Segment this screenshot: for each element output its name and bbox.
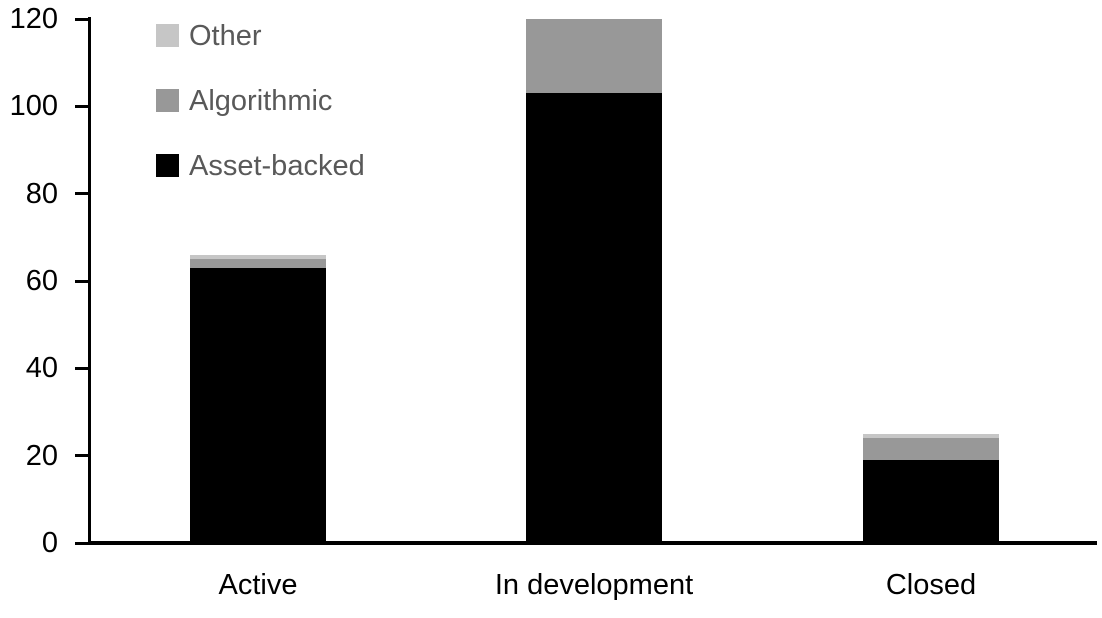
legend-label-other: Other bbox=[189, 19, 262, 52]
y-tick-mark-20 bbox=[75, 454, 89, 458]
bar-segment-closed-algorithmic bbox=[863, 438, 999, 461]
x-axis-category-label-closed: Closed bbox=[885, 569, 977, 601]
bar-segment-active-other bbox=[190, 254, 326, 260]
legend-item-asset-backed: Asset-backed bbox=[156, 149, 365, 182]
y-tick-mark-80 bbox=[75, 192, 89, 196]
y-tick-mark-60 bbox=[75, 279, 89, 283]
bar-segment-active-algorithmic bbox=[190, 259, 326, 268]
y-tick-label-60: 60 bbox=[25, 265, 58, 297]
bar-segment-closed-other bbox=[863, 433, 999, 439]
legend-key-swatch-other bbox=[156, 24, 179, 47]
bar-segment-in-development-asset-backed bbox=[526, 93, 662, 543]
y-tick-label-80: 80 bbox=[25, 177, 58, 210]
x-axis-line bbox=[88, 541, 1097, 545]
y-tick-label-120: 120 bbox=[9, 3, 58, 35]
x-axis-category-label-active: Active bbox=[218, 569, 298, 601]
bar-closed bbox=[863, 433, 999, 543]
y-tick-label-0: 0 bbox=[41, 527, 58, 559]
x-axis-category-label-in-development: In development bbox=[494, 569, 694, 601]
y-tick-label-40: 40 bbox=[25, 352, 58, 385]
y-axis-line bbox=[88, 17, 91, 545]
y-tick-mark-120 bbox=[75, 17, 89, 21]
bar-segment-active-asset-backed bbox=[190, 267, 326, 543]
legend-item-other: Other bbox=[156, 19, 365, 52]
legend-label-algorithmic: Algorithmic bbox=[189, 84, 333, 117]
legend-label-asset-backed: Asset-backed bbox=[189, 149, 365, 182]
y-tick-mark-100 bbox=[75, 104, 89, 108]
bar-segment-closed-asset-backed bbox=[863, 460, 999, 543]
bar-segment-in-development-algorithmic bbox=[526, 19, 662, 94]
legend-key-swatch-asset-backed bbox=[156, 154, 179, 177]
legend: Other Algorithmic Asset-backed bbox=[156, 19, 365, 219]
legend-item-algorithmic: Algorithmic bbox=[156, 84, 365, 117]
bar-active bbox=[190, 254, 326, 543]
y-tick-label-100: 100 bbox=[9, 90, 58, 123]
y-tick-mark-40 bbox=[75, 366, 89, 370]
bar-in-development bbox=[526, 19, 662, 543]
y-tick-label-20: 20 bbox=[25, 439, 58, 472]
y-tick-mark-0 bbox=[75, 541, 89, 545]
legend-key-swatch-algorithmic bbox=[156, 89, 179, 112]
